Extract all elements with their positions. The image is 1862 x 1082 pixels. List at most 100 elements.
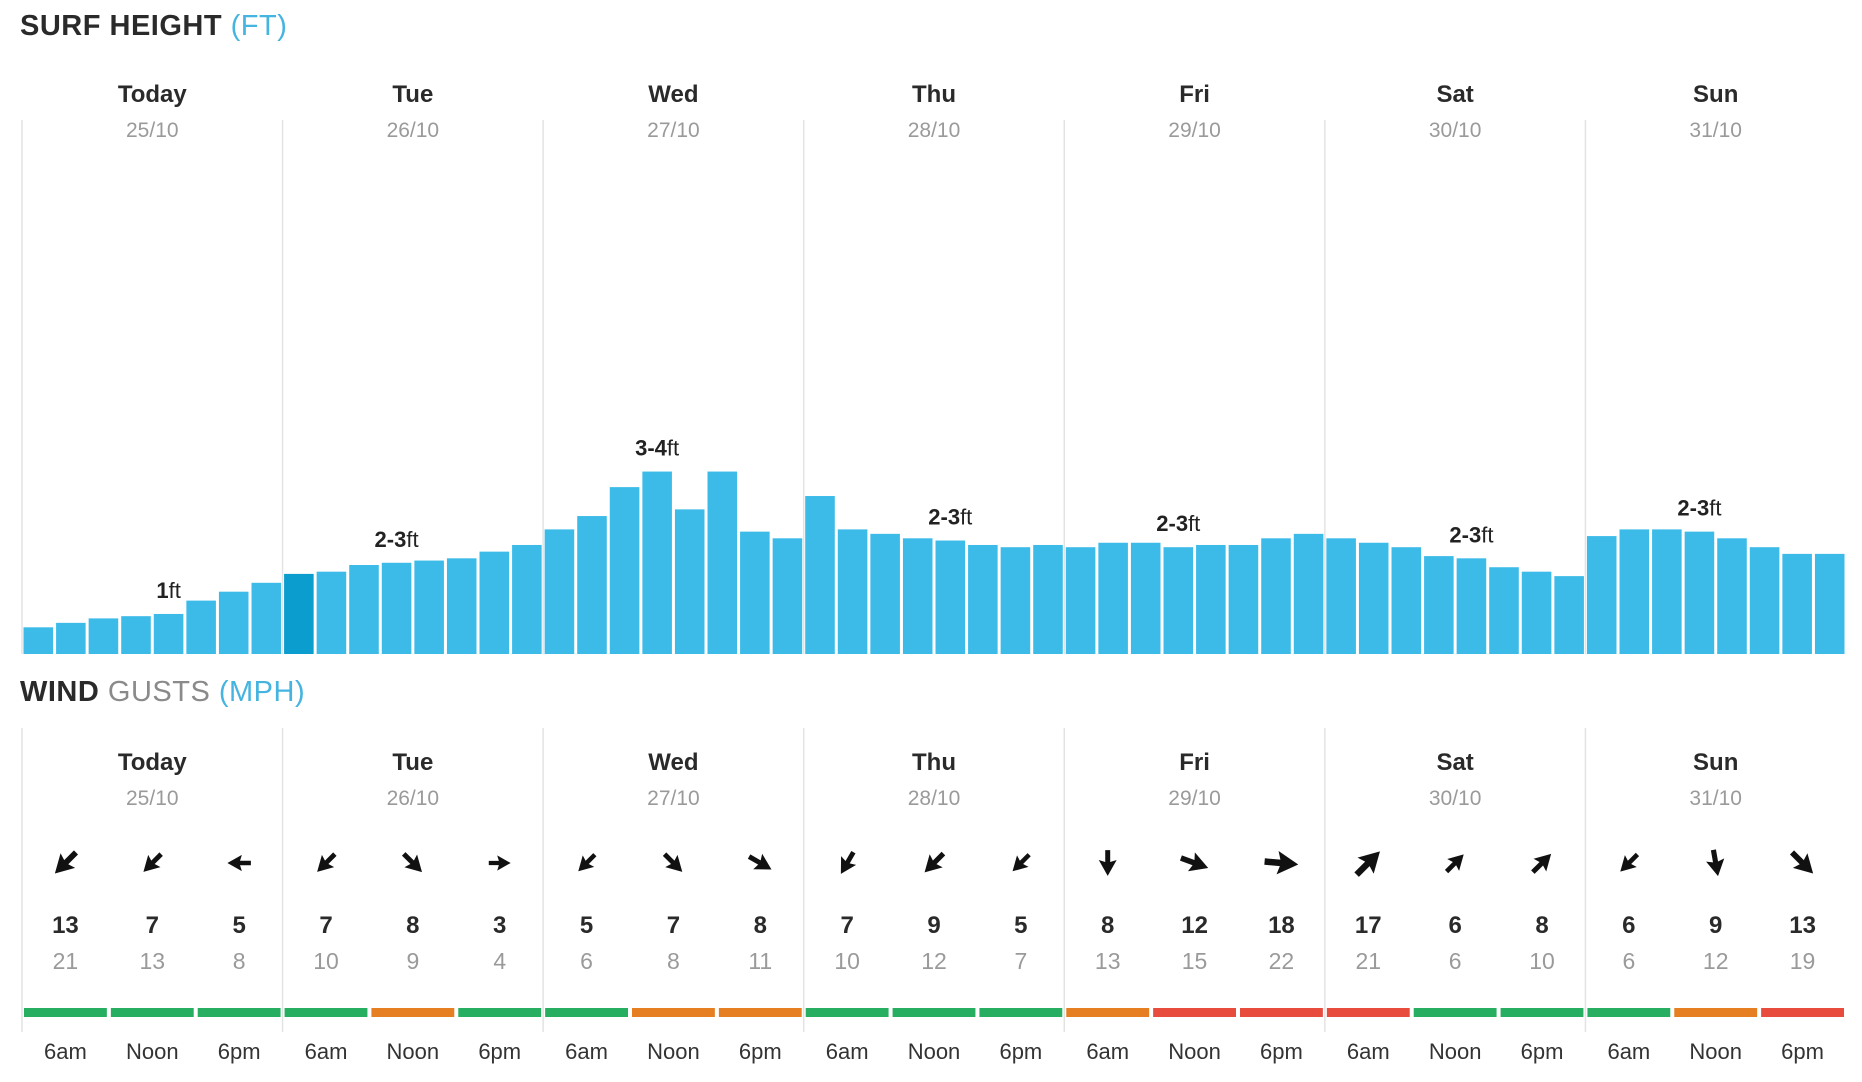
- surf-bar[interactable]: [1684, 531, 1715, 654]
- wind-direction-arrow-icon: [54, 850, 79, 874]
- surf-bar[interactable]: [1586, 536, 1617, 654]
- surf-bar[interactable]: [1749, 547, 1780, 654]
- wind-day-name: Thu: [912, 749, 956, 776]
- surf-bar[interactable]: [968, 544, 998, 654]
- wind-speed-value: 18: [1268, 912, 1295, 939]
- wind-day-date: 25/10: [126, 787, 179, 810]
- wind-time-label: 6am: [1086, 1039, 1129, 1064]
- wind-direction-arrow-icon: [1706, 849, 1725, 877]
- wind-direction-arrow-icon: [1354, 851, 1380, 877]
- surf-bar[interactable]: [1489, 567, 1519, 654]
- surf-bar[interactable]: [446, 558, 477, 654]
- wind-rating-bar: [892, 1008, 976, 1017]
- surf-bar[interactable]: [381, 562, 412, 654]
- wind-title-unit: (MPH): [218, 676, 306, 708]
- surf-bar[interactable]: [642, 471, 672, 654]
- wind-direction-arrow-icon: [1444, 854, 1464, 874]
- surf-bar[interactable]: [1293, 533, 1324, 654]
- surf-title-main: SURF HEIGHT: [20, 10, 223, 42]
- surf-day-date: 28/10: [908, 119, 961, 142]
- surf-bar[interactable]: [1000, 547, 1031, 654]
- surf-bar[interactable]: [935, 540, 966, 654]
- surf-bar[interactable]: [707, 471, 738, 654]
- surf-bar[interactable]: [1424, 556, 1454, 654]
- surf-bar[interactable]: [1033, 544, 1063, 654]
- surf-bar[interactable]: [1098, 542, 1128, 654]
- surf-bar[interactable]: [414, 560, 444, 654]
- wind-rating-bar: [718, 1008, 802, 1017]
- wind-time-label: 6am: [565, 1039, 608, 1064]
- surf-bar[interactable]: [609, 487, 640, 654]
- surf-height-title: SURF HEIGHT (FT): [20, 10, 287, 43]
- surf-bar[interactable]: [1130, 542, 1161, 654]
- wind-direction-arrow-icon: [924, 851, 946, 873]
- surf-bar[interactable]: [186, 600, 216, 654]
- surf-day-name: Wed: [648, 81, 698, 108]
- surf-bar[interactable]: [1065, 547, 1096, 654]
- surf-bar[interactable]: [1717, 538, 1747, 654]
- surf-bar[interactable]: [512, 544, 542, 654]
- wind-gust-value: 22: [1269, 948, 1295, 974]
- surf-range-label: 2-3ft: [928, 505, 972, 530]
- wind-speed-value: 8: [406, 912, 419, 939]
- surf-bar[interactable]: [1326, 538, 1356, 654]
- wind-day-name: Wed: [648, 749, 698, 776]
- wind-direction-arrow-icon: [747, 853, 772, 870]
- wind-rating-bar: [1326, 1008, 1410, 1017]
- surf-bar[interactable]: [902, 538, 933, 654]
- wind-direction-arrow-icon: [662, 852, 683, 872]
- surf-day-name: Sat: [1436, 81, 1473, 108]
- surf-bar[interactable]: [1456, 558, 1487, 654]
- surf-bar[interactable]: [121, 616, 151, 654]
- surf-bar[interactable]: [1554, 576, 1584, 654]
- wind-rating-bar: [805, 1008, 889, 1017]
- wind-rating-bar: [1674, 1008, 1758, 1017]
- surf-bar[interactable]: [316, 571, 347, 654]
- surf-bar-current[interactable]: [284, 573, 314, 654]
- surf-bar[interactable]: [1814, 553, 1845, 654]
- wind-time-label: 6am: [44, 1039, 87, 1064]
- surf-bar[interactable]: [1652, 529, 1682, 654]
- surf-height-chart: Today 25/10 1ft Tue 26/10 2-3ft Wed 27/10 3-4ft T…: [21, 81, 1845, 654]
- wind-gust-value: 12: [1703, 948, 1729, 974]
- surf-bar[interactable]: [153, 613, 184, 654]
- surf-range-label: 2-3ft: [1449, 522, 1493, 547]
- wind-direction-arrow-icon: [317, 852, 337, 872]
- surf-bar[interactable]: [1196, 544, 1226, 654]
- surf-bar[interactable]: [349, 565, 379, 654]
- surf-bar[interactable]: [88, 618, 119, 654]
- surf-bar[interactable]: [1521, 571, 1552, 654]
- surf-bar[interactable]: [1261, 538, 1291, 654]
- surf-bar[interactable]: [1782, 553, 1812, 654]
- surf-bar[interactable]: [674, 509, 705, 654]
- surf-bar[interactable]: [805, 496, 835, 654]
- surf-bar[interactable]: [1228, 544, 1259, 654]
- wind-gust-value: 11: [748, 948, 772, 974]
- surf-bar[interactable]: [870, 533, 900, 654]
- surf-bar[interactable]: [23, 627, 54, 654]
- wind-title-sub: GUSTS: [107, 676, 211, 708]
- surf-bar[interactable]: [56, 622, 86, 654]
- surf-bar[interactable]: [544, 529, 575, 654]
- wind-day-date: 29/10: [1168, 787, 1221, 810]
- wind-gust-value: 19: [1790, 948, 1816, 974]
- surf-bar[interactable]: [479, 551, 510, 654]
- surf-bar[interactable]: [1163, 547, 1194, 654]
- wind-speed-value: 13: [52, 912, 79, 939]
- surf-bar[interactable]: [772, 538, 803, 654]
- wind-day-name: Today: [118, 749, 188, 776]
- surf-range-label: 1ft: [156, 578, 180, 603]
- surf-bar[interactable]: [837, 529, 868, 654]
- surf-bar[interactable]: [577, 516, 607, 654]
- surf-day-name: Thu: [912, 81, 956, 108]
- wind-time-label: 6am: [826, 1039, 869, 1064]
- surf-bar[interactable]: [740, 531, 770, 654]
- surf-bar[interactable]: [1619, 529, 1650, 654]
- surf-bar[interactable]: [1391, 547, 1422, 654]
- surf-bar[interactable]: [1358, 542, 1389, 654]
- wind-speed-value: 9: [927, 912, 940, 939]
- surf-bar[interactable]: [218, 591, 249, 654]
- wind-gust-value: 6: [580, 948, 593, 974]
- wind-gusts-title: WIND GUSTS (MPH): [20, 676, 305, 709]
- surf-bar[interactable]: [251, 582, 282, 654]
